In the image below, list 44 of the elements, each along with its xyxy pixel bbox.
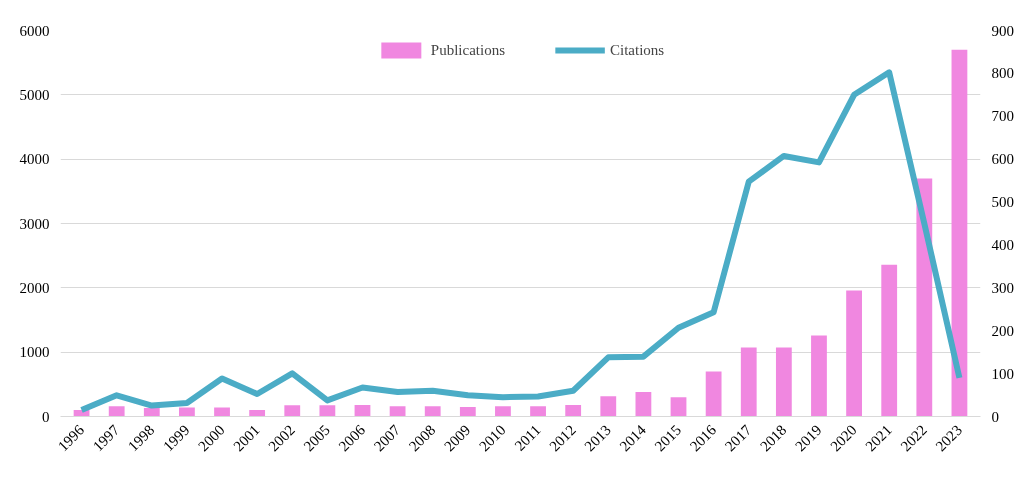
y-tick-label: 3000	[19, 215, 50, 232]
bar	[740, 347, 757, 417]
bar	[354, 404, 371, 417]
y-tick-label: 1000	[19, 344, 50, 361]
bar	[565, 404, 582, 417]
y2-tick-label: 700	[991, 108, 1014, 125]
bar	[179, 407, 195, 417]
y2-tick-label: 100	[991, 365, 1014, 382]
bar	[951, 49, 968, 417]
bar	[284, 405, 301, 417]
bar	[319, 405, 336, 417]
bar	[811, 335, 827, 417]
y2-tick-label: 0	[991, 408, 999, 425]
y2-tick-label: 900	[991, 22, 1014, 39]
legend-label: Publications	[430, 41, 505, 59]
bar	[214, 407, 230, 417]
y2-tick-label: 200	[991, 322, 1014, 339]
x-tick-label: 2011	[511, 421, 544, 454]
bar	[705, 371, 722, 417]
bar	[670, 397, 687, 417]
y2-tick-label: 300	[991, 279, 1014, 296]
y-tick-label: 0	[42, 408, 50, 425]
y-tick-label: 6000	[19, 22, 50, 39]
y2-tick-label: 600	[991, 151, 1014, 168]
bar	[143, 407, 160, 417]
y-tick-label: 5000	[19, 86, 50, 103]
bar	[600, 396, 617, 417]
legend-label: Citations	[610, 41, 665, 59]
bar	[249, 410, 266, 417]
y-tick-label: 4000	[19, 151, 50, 168]
bar	[635, 392, 652, 417]
y2-tick-label: 500	[991, 194, 1014, 211]
bar	[530, 406, 546, 417]
bar	[459, 407, 476, 417]
y2-tick-label: 400	[991, 236, 1014, 253]
bar	[424, 406, 441, 417]
bar	[108, 406, 125, 417]
bar	[389, 406, 406, 417]
bar	[495, 406, 511, 417]
bar	[775, 347, 792, 417]
bar	[846, 290, 862, 417]
y2-tick-label: 800	[991, 65, 1014, 82]
bar	[881, 264, 898, 417]
y-tick-label: 2000	[19, 279, 50, 296]
